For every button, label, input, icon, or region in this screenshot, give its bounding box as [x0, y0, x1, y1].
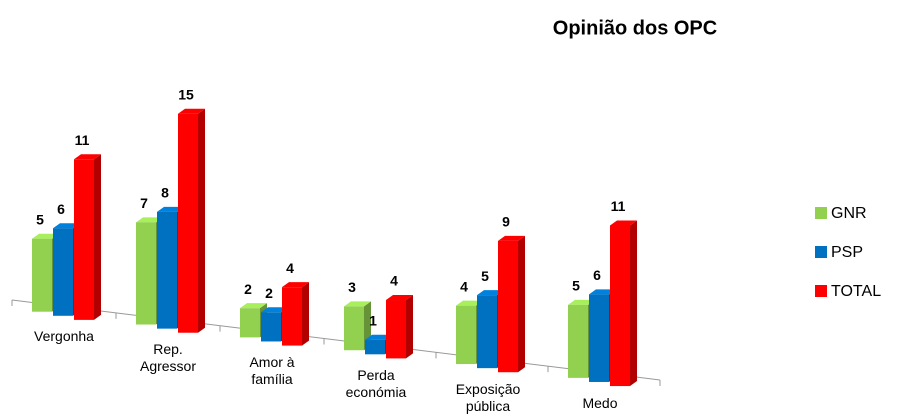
bar: [74, 159, 94, 320]
bar: [589, 294, 609, 382]
floor-line: [11, 299, 661, 381]
bar-top: [344, 301, 371, 307]
bar-top: [53, 223, 80, 229]
x-tick-label: Amor à família: [249, 354, 295, 388]
bar-top: [32, 233, 59, 239]
bar-side: [518, 235, 525, 373]
value-label: 15: [178, 86, 194, 102]
bar-top: [261, 307, 288, 313]
value-label: 3: [348, 279, 356, 295]
bar-top: [456, 300, 483, 306]
bar: [240, 308, 260, 338]
bar-top: [610, 220, 637, 226]
value-label: 6: [593, 267, 601, 283]
bar: [261, 312, 281, 342]
value-label: 11: [75, 132, 90, 148]
value-label: 4: [460, 278, 468, 294]
value-label: 5: [481, 268, 489, 284]
bar-top: [240, 303, 267, 309]
legend-swatch: [815, 285, 827, 297]
x-tick-label: Medo: [582, 394, 618, 411]
bar-side: [302, 282, 309, 346]
bar: [498, 240, 518, 373]
bar-top: [386, 295, 413, 301]
bar: [456, 305, 476, 365]
bar-top: [589, 289, 616, 295]
bar: [344, 306, 364, 351]
bar: [477, 295, 497, 369]
bar-top: [178, 108, 205, 114]
chart-title: Opinião dos OPC: [553, 17, 717, 39]
x-tick-label: Vergonha: [34, 328, 94, 345]
bar-top: [568, 299, 595, 305]
bar: [178, 113, 198, 333]
legend-swatch: [815, 207, 827, 219]
x-tick-label: Rep. Agressor: [139, 341, 197, 375]
value-label: 4: [390, 273, 398, 289]
legend-label: GNR: [831, 205, 867, 222]
bar-side: [198, 108, 205, 333]
bar-side: [94, 154, 101, 320]
bar: [386, 300, 406, 359]
value-label: 2: [244, 281, 252, 297]
x-tick-label: Exposição pública: [455, 380, 521, 414]
value-label: 11: [611, 198, 626, 214]
value-label: 1: [369, 312, 377, 328]
bar: [610, 225, 630, 387]
bar-top: [74, 154, 101, 160]
x-tick-label: Perda económia: [345, 366, 407, 400]
bar: [136, 222, 156, 325]
bar-top: [282, 282, 309, 288]
bar-top: [365, 334, 392, 340]
bar: [32, 238, 52, 312]
value-label: 5: [36, 211, 44, 227]
bar-top: [477, 290, 504, 296]
value-label: 8: [161, 185, 169, 201]
bar: [53, 228, 73, 316]
bar-side: [406, 295, 413, 359]
legend-label: TOTAL: [831, 283, 881, 300]
value-label: 5: [572, 278, 580, 294]
bar: [568, 304, 588, 378]
bar-top: [136, 217, 163, 223]
value-label: 6: [57, 201, 65, 217]
value-label: 4: [286, 260, 294, 276]
bar: [365, 339, 385, 355]
bar-top: [498, 235, 525, 241]
bar-side: [630, 220, 637, 387]
bar: [157, 211, 177, 329]
legend-label: PSP: [831, 244, 863, 261]
value-label: 9: [502, 214, 510, 230]
value-label: 2: [265, 285, 273, 301]
bar: [282, 287, 302, 346]
legend-swatch: [815, 246, 827, 258]
bar-top: [157, 206, 184, 212]
value-label: 7: [140, 195, 148, 211]
